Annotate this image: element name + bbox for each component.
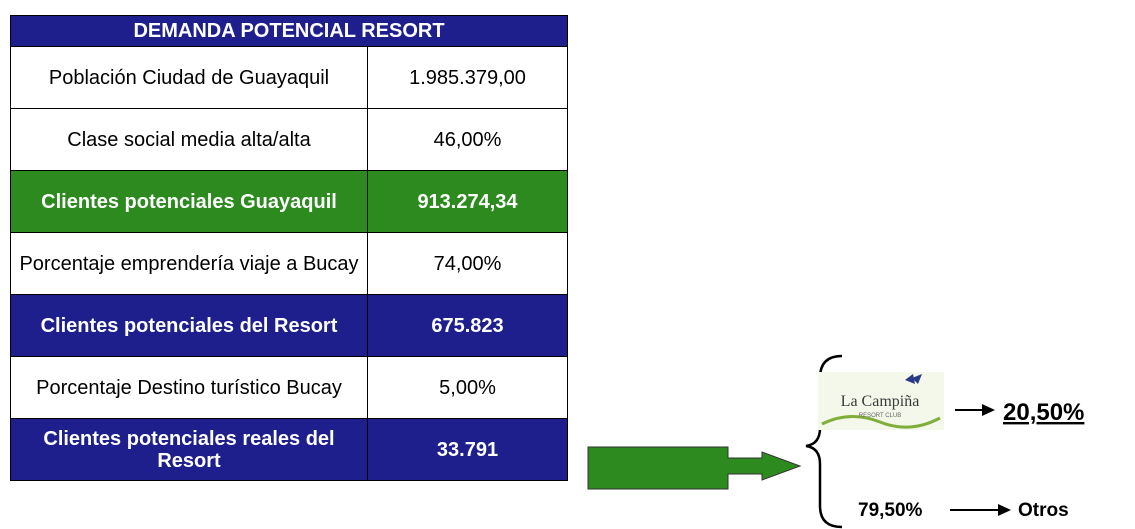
- row-value: 913.274,34: [367, 170, 568, 233]
- other-share: 79,50%: [858, 500, 923, 521]
- row-label: Clientes potenciales del Resort: [10, 294, 368, 357]
- row-label: Porcentaje Destino turístico Bucay: [10, 356, 368, 419]
- other-label: Otros: [1018, 500, 1069, 521]
- row-label: Porcentaje emprendería viaje a Bucay: [10, 232, 368, 295]
- row-label: Clientes potenciales Guayaquil: [10, 170, 368, 233]
- row-label: Clientes potenciales reales del Resort: [10, 418, 368, 481]
- arrow-head: [998, 504, 1011, 516]
- table-header: DEMANDA POTENCIAL RESORT: [10, 15, 568, 47]
- row-value: 5,00%: [367, 356, 568, 419]
- block-arrow: [587, 446, 802, 490]
- logo-box: [818, 372, 944, 430]
- share-value: 20,50%: [1003, 399, 1084, 426]
- row-value: 46,00%: [367, 108, 568, 171]
- row-label: Población Ciudad de Guayaquil: [10, 46, 368, 109]
- brace: [805, 354, 843, 529]
- row-value: 1.985.379,00: [367, 46, 568, 109]
- arrow-head: [982, 404, 995, 416]
- row-value: 675.823: [367, 294, 568, 357]
- row-value: 33.791: [367, 418, 568, 481]
- demand-table: DEMANDA POTENCIAL RESORT Población Ciuda…: [10, 15, 568, 481]
- logo-butterfly: [905, 374, 922, 384]
- logo-vine: [821, 415, 941, 429]
- row-value: 74,00%: [367, 232, 568, 295]
- logo-subtext: RESORT CLUB: [859, 413, 901, 419]
- logo-text: La Campiña: [841, 393, 920, 410]
